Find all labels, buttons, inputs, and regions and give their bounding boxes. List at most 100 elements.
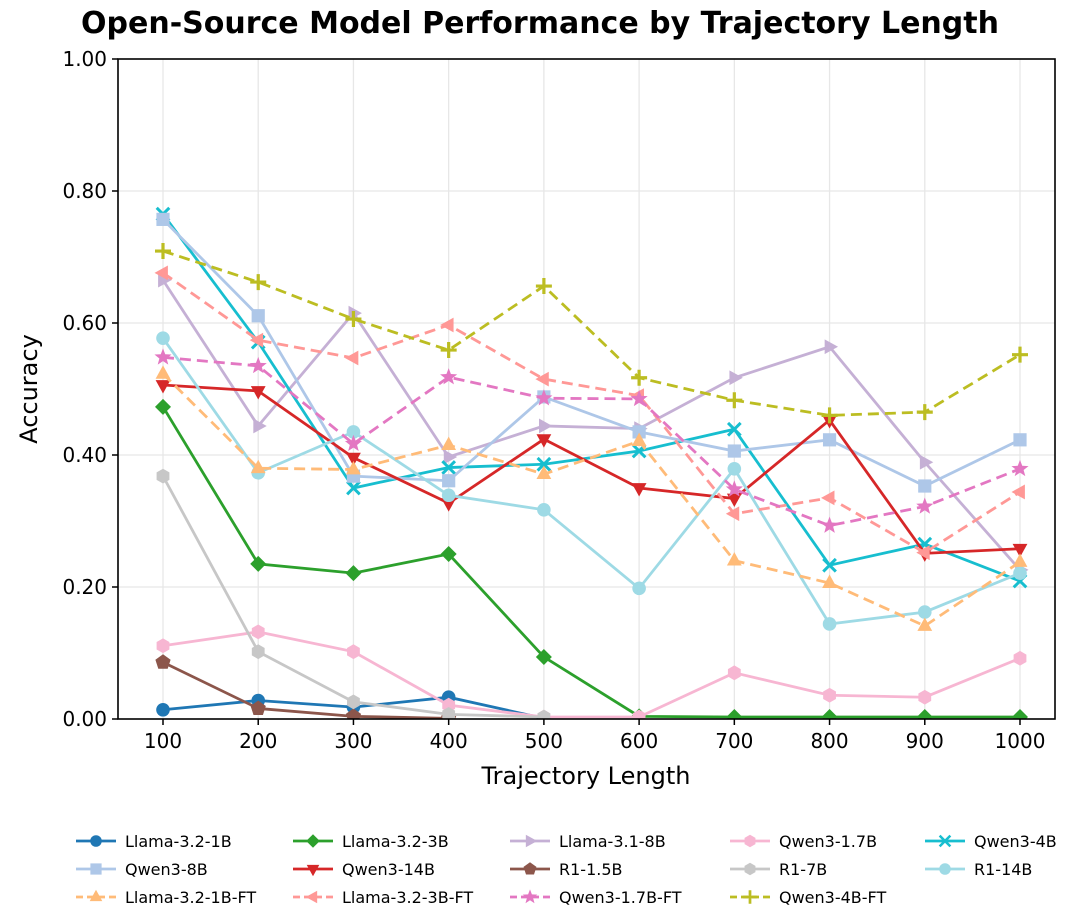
legend-marker-x (925, 834, 965, 848)
marker-square (632, 425, 646, 439)
legend-label: R1-1.5B (559, 859, 623, 879)
marker-hexagon (823, 687, 836, 703)
marker-triangle-down (155, 380, 171, 394)
marker-circle (441, 488, 456, 503)
marker-triangle-up (441, 436, 457, 450)
series-root (154, 206, 1029, 719)
marker-triangle-up (822, 574, 837, 588)
marker-triangle-up (536, 465, 552, 480)
marker-circle (1013, 566, 1027, 580)
series-R1-7B (156, 468, 551, 719)
marker-triangle-right (525, 834, 538, 848)
marker-x (346, 480, 361, 496)
legend-item-Qwen3-1.7B: Qwen3-1.7B (729, 831, 877, 851)
legend-label: Qwen3-8B (125, 859, 208, 879)
legend-label: Qwen3-1.7B (779, 831, 878, 851)
marker-plus (1012, 346, 1028, 363)
x-axis-label: Trajectory Length (481, 762, 691, 790)
marker-triangle-left (154, 265, 168, 281)
x-tick-label: 700 (715, 729, 753, 753)
legend-label: R1-14B (974, 859, 1033, 879)
legend-label: Llama-3.2-1B-FT (125, 887, 257, 907)
series-line (162, 271, 1021, 555)
marker-hexagon (251, 644, 265, 660)
marker-diamond (306, 834, 320, 848)
marker-x (822, 557, 837, 573)
series-Llama-3.2-3B-FT (154, 265, 1025, 561)
chart-title: Open-Source Model Performance by Traject… (81, 6, 999, 41)
marker-hexagon (251, 624, 265, 640)
marker-triangle-up (1012, 553, 1028, 567)
legend-marker-plus (730, 890, 770, 904)
legend-label: Qwen3-4B-FT (779, 887, 887, 907)
marker-hexagon (918, 689, 932, 705)
legend-item-Llama-3.2-3B: Llama-3.2-3B (292, 831, 449, 851)
x-tick-label: 1000 (995, 729, 1046, 753)
legend-marker-circle (76, 835, 116, 847)
marker-hexagon (744, 862, 756, 876)
series-line (161, 279, 1022, 571)
marker-diamond (345, 565, 362, 582)
marker-hexagon (537, 709, 551, 719)
marker-triangle-down (346, 452, 361, 467)
marker-hexagon (156, 468, 170, 484)
marker-square (90, 863, 102, 875)
series-line (162, 630, 1021, 719)
plot-area: 100 200 300 400 500 600 700 800 900 1000 0.00 0.20 0… (62, 47, 1056, 753)
series-line (161, 337, 1021, 626)
x-tick-label: 200 (239, 729, 277, 753)
marker-diamond (155, 398, 171, 415)
legend-item-Llama-3.2-1B: Llama-3.2-1B (75, 831, 232, 851)
marker-hexagon (632, 709, 646, 719)
marker-triangle-up (726, 552, 742, 566)
marker-plus (155, 243, 171, 260)
marker-triangle-left (916, 545, 930, 561)
series-R1-14B (156, 331, 1027, 631)
marker-square (251, 309, 265, 323)
marker-hexagon (347, 644, 360, 660)
series-Qwen3-8B (156, 212, 1027, 493)
series-Qwen3-1.7B (156, 624, 1027, 719)
marker-x (938, 834, 952, 848)
marker-triangle-right (443, 449, 458, 465)
legend-marker-triangle-up (76, 889, 116, 902)
marker-circle (156, 331, 170, 345)
series-Llama-3.2-3B (155, 398, 1028, 719)
marker-triangle-left (305, 890, 318, 904)
marker-pentagon (155, 654, 171, 669)
x-tick-label: 500 (525, 729, 563, 753)
x-tick-label: 800 (810, 729, 848, 753)
marker-hexagon (156, 638, 170, 654)
marker-triangle-up (89, 889, 103, 902)
series-line (162, 355, 1021, 528)
marker-triangle-up (155, 365, 171, 379)
marker-circle (156, 702, 170, 717)
x-tick-label: 900 (906, 729, 944, 753)
marker-star (820, 516, 839, 533)
marker-star (440, 368, 458, 385)
marker-triangle-left (821, 490, 835, 506)
legend-marker-hexagon (730, 862, 770, 876)
marker-star (535, 389, 553, 406)
marker-star (725, 480, 743, 497)
marker-diamond (1012, 709, 1028, 719)
marker-diamond (535, 648, 552, 665)
legend-marker-diamond (293, 834, 333, 848)
marker-triangle-right (729, 370, 743, 386)
marker-star (916, 497, 934, 514)
marker-triangle-left (249, 332, 264, 348)
marker-triangle-right (919, 454, 934, 470)
x-tick-label: 600 (620, 729, 658, 753)
marker-diamond (726, 709, 743, 719)
series-line (161, 406, 1020, 719)
legend-label: R1-7B (779, 859, 828, 879)
legend-item-Qwen3-1.7B-FT: Qwen3-1.7B-FT (509, 887, 682, 907)
x-tick-label: 300 (334, 729, 372, 753)
marker-diamond (821, 709, 838, 719)
legend-label: Llama-3.1-8B (559, 831, 666, 851)
marker-triangle-up (917, 617, 933, 631)
marker-pentagon (345, 708, 362, 719)
series-line (162, 249, 1021, 417)
marker-diamond (916, 709, 933, 719)
marker-triangle-down (441, 498, 457, 512)
